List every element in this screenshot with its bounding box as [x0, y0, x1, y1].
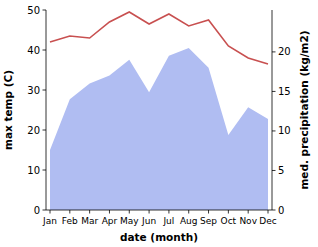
precip-area: [50, 48, 268, 210]
y-tick-label: 10: [27, 165, 40, 176]
x-tick-label: Sep: [200, 216, 217, 226]
y-tick-label: 50: [27, 5, 40, 16]
x-tick: [208, 210, 209, 214]
y2-tick-label: 15: [278, 86, 291, 97]
y-tick: [43, 10, 47, 11]
x-tick-label: Apr: [102, 216, 118, 226]
y2-tick: [272, 91, 276, 92]
y-tick: [43, 170, 47, 171]
y-tick-label: 40: [27, 45, 40, 56]
y-tick: [43, 210, 47, 211]
y2-tick-label: 20: [278, 46, 291, 57]
x-tick: [50, 210, 51, 214]
x-tick: [129, 210, 130, 214]
y-tick-label: 0: [34, 205, 40, 216]
x-tick: [149, 210, 150, 214]
x-tick: [168, 210, 169, 214]
x-tick-label: Jul: [162, 216, 174, 226]
y2-axis: [272, 10, 273, 210]
x-label: date (month): [120, 231, 198, 243]
y-tick-label: 30: [27, 85, 40, 96]
x-tick-label: Nov: [239, 216, 257, 226]
x-tick-label: May: [120, 216, 139, 226]
y-tick: [43, 130, 47, 131]
y2-tick: [272, 170, 276, 171]
root: 0 10 20 30 40 50 0 5 10 15 20 Jan FebMar AprMayJun Jul…: [0, 0, 318, 247]
x-axis: [46, 210, 272, 211]
x-tick-label: Oct: [221, 216, 237, 226]
x-tick-label: Feb: [62, 216, 78, 226]
x-tick-label: Dec: [259, 216, 276, 226]
y2-label: med. precipitation (kg/m2): [298, 30, 310, 189]
x-tick: [69, 210, 70, 214]
temp-line: [50, 12, 268, 64]
plot: [50, 12, 268, 210]
y-label: max temp (C): [2, 70, 14, 150]
x-tick: [188, 210, 189, 214]
x-tick-label: Mar: [81, 216, 98, 226]
x-tick: [89, 210, 90, 214]
x-tick-label: Jun: [141, 216, 156, 226]
y-axis: [46, 10, 47, 210]
y2-tick: [272, 51, 276, 52]
x-tick-label: Jan: [42, 216, 57, 226]
y2-tick-label: 10: [278, 125, 291, 136]
x-tick: [248, 210, 249, 214]
y-tick-label: 20: [27, 125, 40, 136]
y-tick: [43, 50, 47, 51]
x-tick: [109, 210, 110, 214]
y2-tick: [272, 210, 276, 211]
x-tick-label: Aug: [180, 216, 198, 226]
x-tick: [228, 210, 229, 214]
x-tick: [268, 210, 269, 214]
chart: 0 10 20 30 40 50 0 5 10 15 20 Jan FebMar AprMayJun Jul…: [0, 0, 318, 247]
y-tick: [43, 90, 47, 91]
y2-tick-label: 0: [278, 205, 284, 216]
y2-tick: [272, 130, 276, 131]
y2-tick-label: 5: [278, 165, 284, 176]
